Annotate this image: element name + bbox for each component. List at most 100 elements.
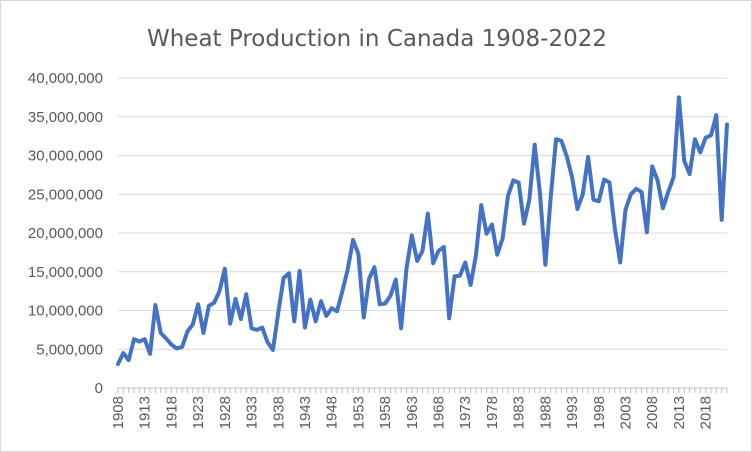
data-point (576, 207, 579, 211)
data-point (394, 278, 397, 281)
data-point (560, 139, 563, 142)
data-point (138, 340, 141, 343)
data-point (309, 298, 312, 301)
data-point (554, 138, 558, 141)
data-point (266, 341, 269, 344)
data-point (565, 155, 568, 158)
data-point (453, 275, 456, 278)
data-point (399, 327, 403, 330)
data-point (602, 178, 606, 181)
data-point (250, 327, 253, 330)
data-point (367, 277, 371, 280)
y-tick-label: 10,000,000 (28, 303, 103, 320)
data-point (613, 227, 617, 230)
x-tick-label: 1928 (217, 396, 234, 429)
data-point (544, 263, 547, 266)
data-point (239, 317, 243, 321)
data-point (634, 187, 638, 191)
x-tick-label: 1958 (377, 396, 394, 429)
data-point (448, 317, 451, 320)
x-tick-label: 1963 (404, 396, 421, 429)
data-point (538, 193, 542, 196)
data-point (517, 181, 520, 184)
data-point (218, 289, 221, 293)
data-point (330, 306, 333, 310)
data-point (175, 347, 178, 350)
data-point (656, 179, 659, 182)
series-line (116, 95, 729, 366)
data-point (431, 262, 435, 265)
data-point (389, 294, 392, 297)
data-point (704, 136, 707, 139)
data-point (357, 252, 360, 256)
data-point (469, 283, 472, 287)
data-point (282, 276, 285, 280)
data-point (661, 207, 665, 210)
data-point (624, 208, 627, 211)
data-point (159, 331, 162, 335)
data-point (725, 123, 729, 126)
data-point (688, 172, 691, 176)
y-tick-label: 15,000,000 (28, 264, 103, 281)
data-point (132, 337, 136, 341)
data-point (373, 265, 376, 269)
data-point (228, 322, 232, 325)
series-layer (116, 95, 729, 366)
x-tick-label: 1918 (163, 396, 180, 429)
data-point (303, 326, 307, 329)
y-tick-label: 0 (95, 380, 103, 397)
data-point (709, 134, 713, 137)
data-point (597, 200, 600, 203)
axes: 0 5,000,000 10,000,000 15,000,000 20,000,000… (28, 70, 728, 429)
gridlines (118, 77, 727, 350)
data-point (586, 155, 590, 159)
data-point (415, 259, 419, 263)
data-point (186, 330, 189, 333)
data-point (720, 218, 723, 222)
data-point (351, 238, 355, 242)
data-point (410, 234, 414, 237)
data-point (293, 320, 296, 323)
data-point (474, 254, 478, 257)
data-point (405, 267, 408, 270)
data-point (245, 293, 248, 296)
x-tick-label: 1913 (137, 396, 154, 429)
y-tick-label: 20,000,000 (28, 225, 103, 242)
data-point (629, 193, 633, 196)
data-point (180, 345, 184, 349)
x-tick-label: 1988 (537, 396, 554, 429)
x-tick-label: 2003 (618, 396, 635, 429)
data-point (261, 326, 264, 329)
data-point (255, 328, 259, 332)
data-point (122, 351, 125, 355)
x-tick-label: 2013 (671, 396, 688, 429)
data-point (464, 261, 467, 264)
y-tick-label: 5,000,000 (36, 341, 103, 358)
x-tick-label: 1923 (190, 396, 207, 429)
data-point (196, 303, 200, 306)
data-point (715, 114, 718, 117)
data-point (207, 304, 211, 308)
data-point (496, 253, 499, 256)
data-point (426, 212, 430, 215)
y-tick-label: 30,000,000 (28, 148, 103, 165)
x-tick-label: 1943 (297, 396, 314, 429)
data-point (325, 314, 328, 318)
data-point (127, 358, 130, 362)
data-point (512, 179, 515, 182)
data-point (154, 303, 157, 307)
x-tick-label: 1973 (457, 396, 474, 429)
data-point (148, 352, 152, 356)
data-point (490, 223, 494, 226)
x-tick-label: 1978 (484, 396, 501, 429)
x-tick-label: 1908 (110, 396, 127, 429)
chart-title: Wheat Production in Canada 1908-2022 (147, 26, 607, 52)
x-tick-label: 1953 (350, 396, 367, 429)
data-point (677, 96, 681, 99)
data-point (223, 267, 227, 270)
data-point (549, 196, 552, 199)
data-point (335, 310, 339, 313)
data-point (672, 176, 675, 179)
